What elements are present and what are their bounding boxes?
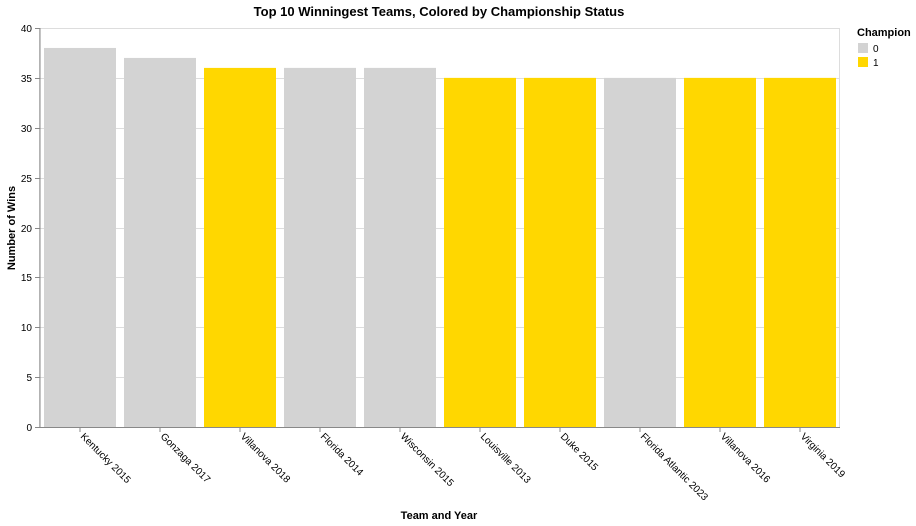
x-tick-label: Virginia 2019: [798, 431, 847, 480]
x-axis: Kentucky 2015 Gonzaga 2017 Villanova 2018 F…: [40, 427, 847, 504]
y-axis-title: Number of Wins: [6, 186, 18, 270]
x-tick-label: Louisville 2013: [478, 431, 533, 486]
bar: [764, 77, 836, 427]
bar: [684, 77, 756, 427]
bar: [604, 77, 676, 427]
y-tick-label: 10: [21, 323, 33, 334]
y-tick-label: 35: [21, 74, 33, 85]
bars: [44, 47, 836, 428]
y-tick-label: 20: [21, 224, 33, 235]
bar: [444, 77, 516, 427]
chart-title: Top 10 Winningest Teams, Colored by Cham…: [254, 4, 625, 19]
bar: [124, 57, 196, 428]
bar: [524, 77, 596, 427]
x-tick-label: Wisconsin 2015: [398, 431, 456, 489]
legend-swatch: [858, 57, 868, 67]
legend-swatch: [858, 43, 868, 53]
x-tick-label: Duke 2015: [558, 431, 600, 473]
y-tick-label: 15: [21, 273, 33, 284]
x-tick-label: Florida Atlantic 2023: [638, 431, 710, 503]
y-tick-label: 5: [26, 373, 32, 384]
bar: [284, 67, 356, 428]
x-tick-label: Gonzaga 2017: [158, 431, 212, 485]
legend-title: Champion: [857, 27, 911, 39]
x-tick-label: Florida 2014: [318, 431, 365, 478]
y-axis: 0 5 10 15 20 25 30 35 40: [21, 24, 41, 434]
x-axis-title: Team and Year: [401, 510, 478, 522]
bar: [364, 67, 436, 428]
x-tick-label: Villanova 2018: [238, 431, 292, 485]
bar: [44, 47, 116, 427]
legend-label: 0: [873, 44, 879, 55]
bar: [204, 67, 276, 428]
y-tick-label: 30: [21, 124, 33, 135]
y-tick-label: 40: [21, 24, 33, 35]
x-tick-label: Villanova 2016: [718, 431, 772, 485]
x-tick-label: Kentucky 2015: [78, 431, 133, 486]
y-tick-label: 0: [26, 423, 32, 434]
y-tick-label: 25: [21, 174, 33, 185]
legend-label: 1: [873, 58, 879, 69]
legend: Champion 0 1: [857, 27, 911, 69]
